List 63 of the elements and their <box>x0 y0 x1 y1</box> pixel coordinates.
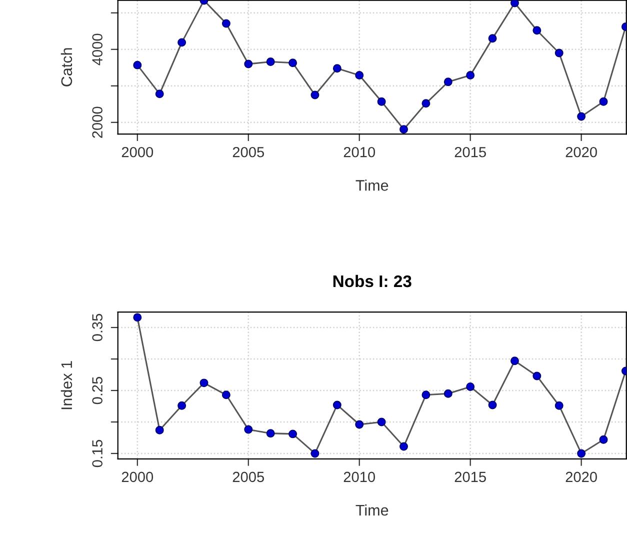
point <box>332 64 342 73</box>
x-tick-label: 2020 <box>566 146 597 158</box>
point <box>554 401 564 410</box>
point <box>155 426 164 434</box>
point <box>377 418 386 426</box>
point <box>466 382 475 391</box>
point <box>510 0 519 8</box>
chart-title: Nobs I: 23 <box>333 274 412 288</box>
point <box>488 34 497 43</box>
point <box>400 442 408 451</box>
point <box>222 19 230 28</box>
point <box>133 313 142 322</box>
x-tick-label: 2000 <box>122 146 154 158</box>
x-tick-label: 2015 <box>454 146 486 158</box>
point <box>178 38 186 47</box>
y-axis-title: Catch <box>60 48 72 86</box>
point <box>133 60 142 70</box>
y-tick-label: 4000 <box>92 34 102 66</box>
point <box>222 390 230 400</box>
y-tick-label: 0.35 <box>92 314 102 342</box>
y-tick-label: 0.25 <box>92 376 102 404</box>
point <box>554 48 564 58</box>
point <box>422 390 430 400</box>
point <box>466 71 475 80</box>
point <box>155 90 164 98</box>
x-tick-label: 2010 <box>344 472 376 482</box>
point <box>355 71 364 80</box>
point <box>400 125 408 134</box>
y-axis-title: Index 1 <box>60 361 72 410</box>
point <box>200 378 208 388</box>
point <box>310 449 320 458</box>
point <box>532 372 542 380</box>
point <box>577 112 586 121</box>
point <box>266 429 275 438</box>
y-tick-label: 2000 <box>92 106 102 138</box>
point <box>178 401 186 410</box>
x-tick-label: 2020 <box>566 472 597 482</box>
point <box>244 425 253 434</box>
point <box>332 400 342 410</box>
x-tick-label: 2005 <box>232 472 264 482</box>
x-axis-title: Time <box>356 180 388 191</box>
x-tick-label: 2015 <box>454 472 486 482</box>
point <box>288 58 298 68</box>
point <box>599 435 608 444</box>
x-axis-title: Time <box>356 504 388 516</box>
point <box>532 26 542 35</box>
point <box>377 97 386 106</box>
point <box>444 389 452 398</box>
x-tick-label: 2005 <box>232 146 264 158</box>
point <box>599 97 608 106</box>
point <box>355 420 364 429</box>
point <box>510 356 519 366</box>
point <box>422 99 430 108</box>
x-tick-label: 2010 <box>344 146 376 158</box>
point <box>266 58 275 66</box>
point <box>288 430 298 438</box>
point <box>444 78 452 86</box>
y-tick-label: 0.15 <box>92 440 102 468</box>
point <box>488 400 497 410</box>
x-tick-label: 2000 <box>122 472 154 482</box>
point <box>310 90 320 100</box>
point <box>577 449 586 458</box>
point <box>244 60 253 68</box>
